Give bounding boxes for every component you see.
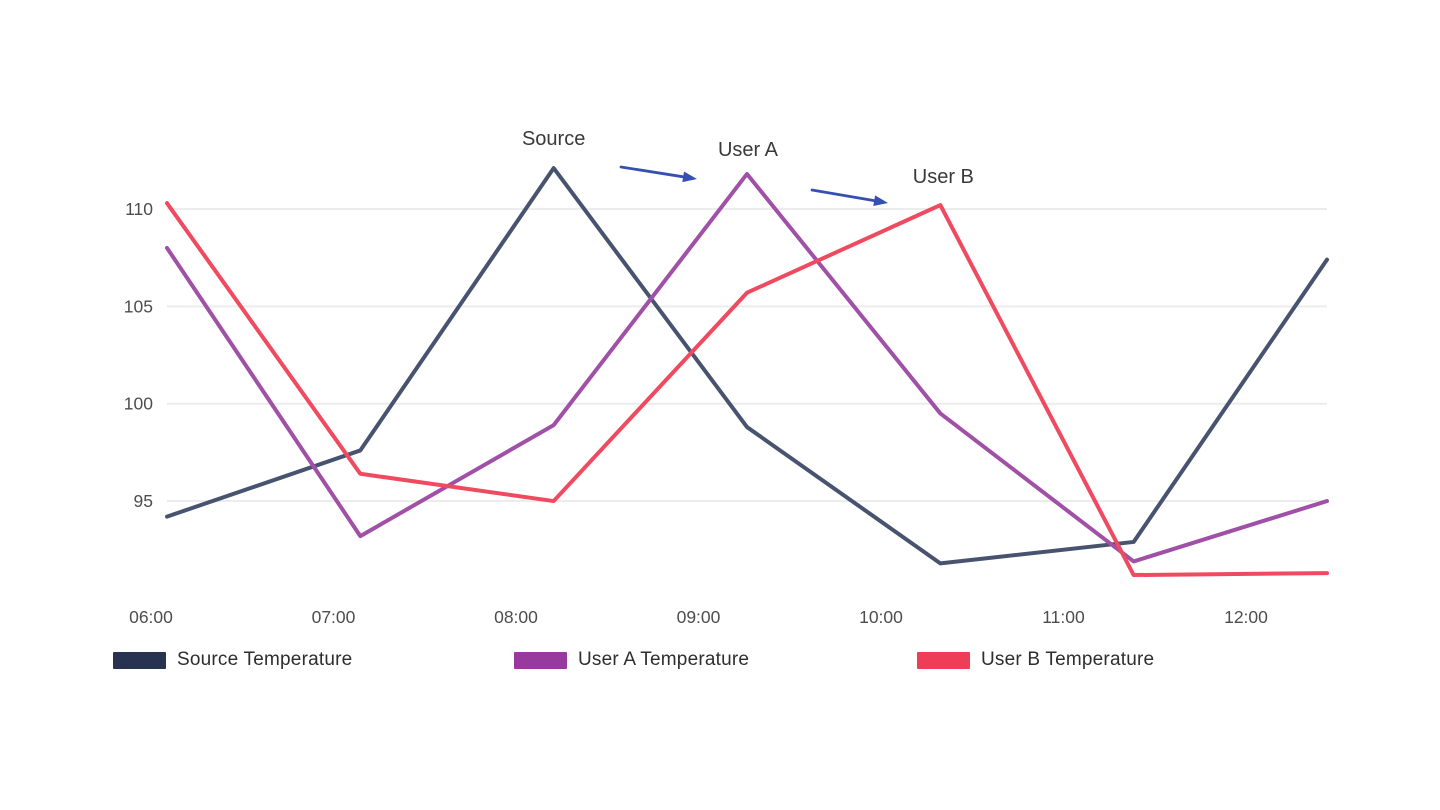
legend-item-user-a-temperature[interactable]: User A Temperature (514, 649, 749, 671)
legend-swatch-user-b-icon (917, 651, 970, 669)
legend-label-user-a-temperature: User A Temperature (578, 649, 750, 670)
annotation-arrow-2-head-icon (873, 195, 888, 206)
annotation-arrow-2-shaft (810, 188, 876, 203)
legend-item-user-b-temperature[interactable]: User B Temperature (917, 649, 1154, 671)
legend-swatch-user-a-icon (514, 651, 567, 669)
y-tick-label-95: 95 (134, 491, 153, 511)
x-tick-label-10-00: 10:00 (859, 607, 903, 627)
annotation-label-source: Source (522, 128, 585, 150)
annotation-arrow-1-head-icon (682, 171, 697, 183)
legend-label-source-temperature: Source Temperature (177, 649, 353, 670)
legend-label-user-b-temperature: User B Temperature (981, 649, 1155, 670)
x-tick-label-08-00: 08:00 (494, 607, 538, 627)
y-tick-label-105: 105 (124, 296, 153, 316)
x-tick-label-06-00: 06:00 (129, 607, 173, 627)
series-line-user-b-temperature (165, 201, 1329, 578)
series-line-source-temperature (165, 166, 1329, 566)
annotation-label-user-a: User A (718, 139, 779, 161)
legend-swatch-source-icon (113, 651, 166, 669)
y-tick-label-110: 110 (125, 199, 153, 219)
x-tick-label-12-00: 12:00 (1224, 607, 1268, 627)
legend-item-source-temperature[interactable]: Source Temperature (113, 649, 352, 671)
chart-legend: Source Temperature User A Temperature Us… (0, 649, 1440, 679)
annotation-label-user-b: User B (913, 166, 974, 188)
x-tick-label-11-00: 11:00 (1042, 607, 1085, 627)
x-tick-label-09-00: 09:00 (677, 607, 721, 627)
x-tick-label-07-00: 07:00 (312, 607, 356, 627)
y-tick-label-100: 100 (124, 394, 153, 414)
series-line-user-a-temperature (165, 171, 1329, 564)
annotation-arrow-1-shaft (619, 165, 685, 179)
